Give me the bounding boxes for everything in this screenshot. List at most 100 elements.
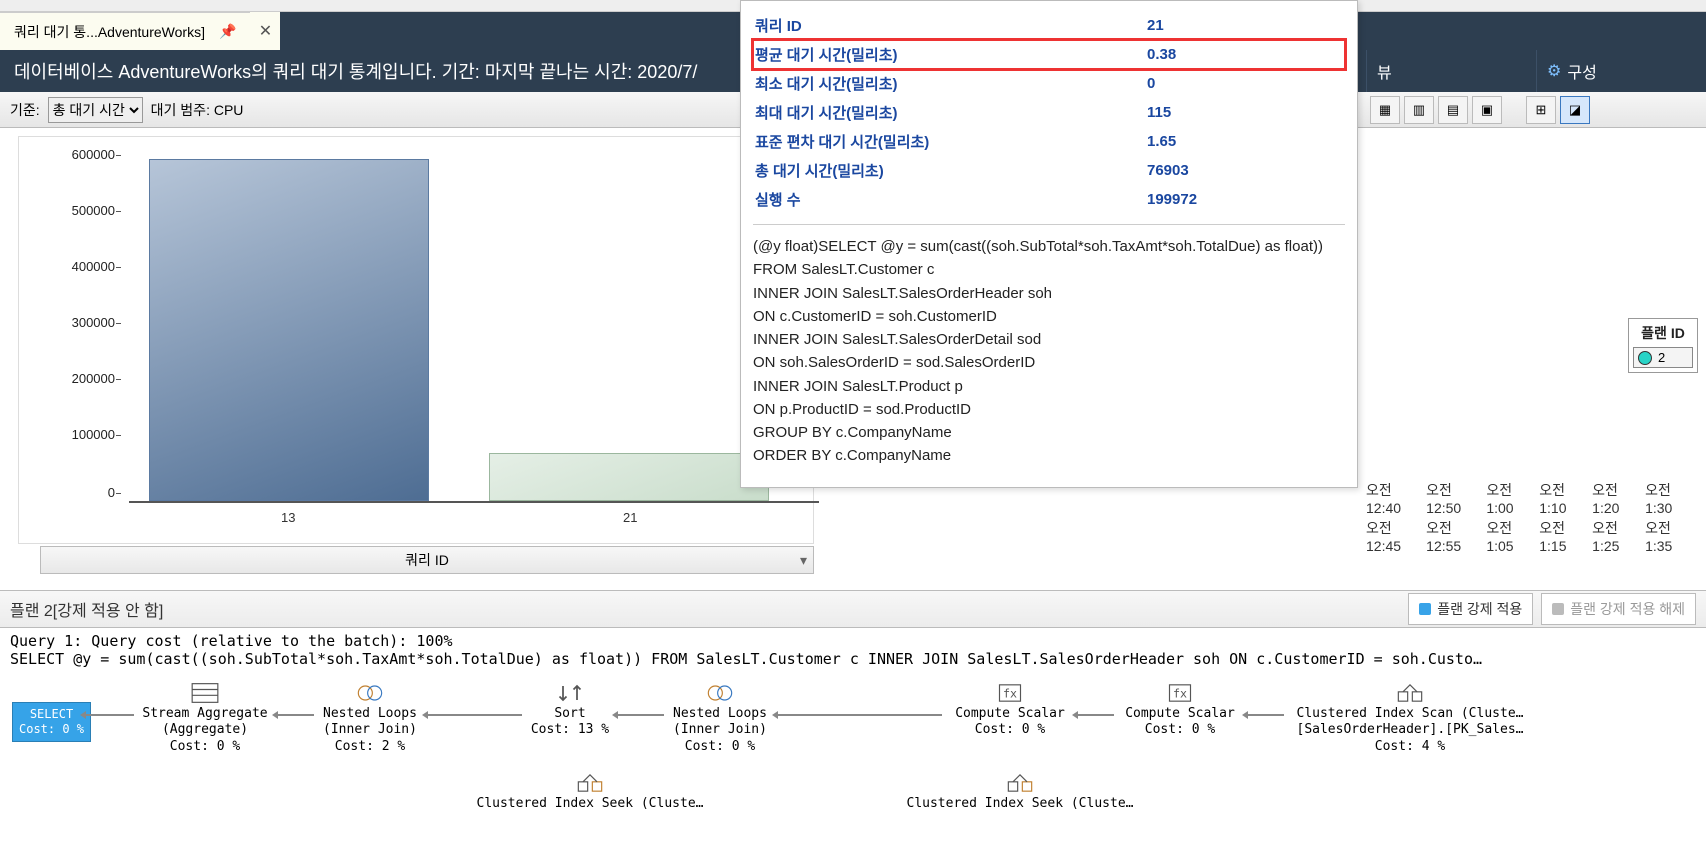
plan-node-index-seek-2[interactable]: Clustered Index Seek (Cluste…: [900, 772, 1140, 812]
rt-icon-2[interactable]: ▥: [1404, 96, 1434, 124]
unforce-plan-button[interactable]: 플랜 강제 적용 해제: [1541, 593, 1696, 625]
bar-21[interactable]: [489, 453, 769, 501]
right-toolbar: ▦ ▥ ▤ ▣ ⊞ ◪: [1366, 92, 1706, 128]
x-axis: [129, 501, 819, 503]
criteria-label: 기준:: [10, 100, 40, 120]
tooltip-row: 평균 대기 시간(밀리초)0.38: [753, 40, 1345, 69]
plan-node-compute-scalar-1[interactable]: fx Compute Scalar Cost: 0 %: [940, 682, 1080, 739]
arrow: [86, 714, 134, 716]
seek-icon: [576, 772, 604, 794]
chart: 600000 500000 400000 300000 200000 10000…: [18, 136, 814, 544]
tooltip-sql: (@y float)SELECT @y = sum(cast((soh.SubT…: [753, 235, 1345, 468]
right-top-buttons: 뷰 ⚙구성: [1366, 50, 1706, 92]
range-label: 대기 범주: CPU: [151, 100, 244, 120]
rt-icon-4[interactable]: ▣: [1472, 96, 1502, 124]
time-label: 오전 1:00: [1486, 480, 1539, 516]
chart-pane: 총 대기 시간 600000 500000 400000 300000 2000…: [0, 128, 820, 590]
time-label: 오전 1:05: [1486, 518, 1539, 554]
y-tick: 500000: [59, 203, 115, 218]
criteria-select[interactable]: 총 대기 시간: [48, 97, 143, 123]
plan-node-nested-loops-1[interactable]: Nested Loops (Inner Join) Cost: 2 %: [310, 682, 430, 755]
rt-icon-3[interactable]: ▤: [1438, 96, 1468, 124]
close-icon: ✕: [259, 21, 272, 41]
tooltip-row: 최대 대기 시간(밀리초)115: [753, 98, 1345, 127]
bar-13[interactable]: [149, 159, 429, 501]
plan-node-nested-loops-2[interactable]: Nested Loops (Inner Join) Cost: 0 %: [660, 682, 780, 755]
plan-title: 플랜 2[강제 적용 안 함]: [10, 597, 163, 621]
aggregate-icon: [191, 682, 219, 704]
legend-swatch: [1638, 351, 1652, 365]
time-label: 오전 1:35: [1645, 518, 1698, 554]
time-label: 오전 1:30: [1645, 480, 1698, 516]
rt-icon-5[interactable]: ⊞: [1526, 96, 1556, 124]
arrow: [778, 714, 942, 716]
arrow: [278, 714, 314, 716]
right-chart-pane: 플랜 ID 2 오전 12:40오전 12:50오전 1:00오전 1:10오전…: [1358, 128, 1706, 588]
unforce-icon: [1552, 603, 1564, 615]
plan-node-compute-scalar-2[interactable]: fx Compute Scalar Cost: 0 %: [1110, 682, 1250, 739]
time-label: 오전 12:45: [1366, 518, 1426, 554]
tooltip-row: 쿼리 ID21: [753, 11, 1345, 40]
arrow: [618, 714, 664, 716]
scan-icon: [1396, 682, 1424, 704]
svg-text:fx: fx: [1173, 687, 1187, 701]
tab-close[interactable]: ✕: [250, 12, 280, 50]
force-plan-button[interactable]: 플랜 강제 적용: [1408, 593, 1533, 625]
arrow: [1078, 714, 1114, 716]
rt-icon-6[interactable]: ◪: [1560, 96, 1590, 124]
tooltip-row: 총 대기 시간(밀리초)76903: [753, 156, 1345, 185]
arrow: [428, 714, 522, 716]
time-axis: 오전 12:40오전 12:50오전 1:00오전 1:10오전 1:20오전 …: [1358, 480, 1706, 556]
plan-node-index-scan[interactable]: Clustered Index Scan (Cluste… [SalesOrde…: [1280, 682, 1540, 755]
y-tick: 600000: [59, 147, 115, 162]
pin-icon[interactable]: 📌: [219, 23, 236, 40]
plot: 13 21: [129, 151, 819, 503]
tooltip-table: 쿼리 ID21평균 대기 시간(밀리초)0.38최소 대기 시간(밀리초)0최대…: [753, 11, 1345, 214]
join-icon: [356, 682, 384, 704]
sort-icon: [556, 682, 584, 704]
force-icon: [1419, 603, 1431, 615]
plan-node-index-seek-1[interactable]: Clustered Index Seek (Cluste…: [470, 772, 710, 812]
gear-icon: ⚙: [1547, 61, 1561, 81]
tooltip-row: 실행 수199972: [753, 185, 1345, 214]
time-label: 오전 12:40: [1366, 480, 1426, 516]
time-label: 오전 12:55: [1426, 518, 1486, 554]
plan-header: 플랜 2[강제 적용 안 함] 플랜 강제 적용 플랜 강제 적용 해제: [0, 590, 1706, 628]
x-tick: 21: [623, 510, 637, 525]
time-label: 오전 1:15: [1539, 518, 1592, 554]
time-row: 오전 12:45오전 12:55오전 1:05오전 1:15오전 1:25오전 …: [1358, 518, 1706, 554]
tab-active[interactable]: 쿼리 대기 통...AdventureWorks] 📌: [0, 12, 250, 50]
tooltip-panel: 쿼리 ID21평균 대기 시간(밀리초)0.38최소 대기 시간(밀리초)0최대…: [740, 0, 1358, 488]
legend-title: 플랜 ID: [1633, 323, 1693, 343]
tab-title: 쿼리 대기 통...AdventureWorks]: [14, 22, 205, 42]
plan-node-sort[interactable]: Sort Cost: 13 %: [520, 682, 620, 739]
plan-node-select[interactable]: SELECT Cost: 0 %: [12, 702, 91, 742]
time-label: 오전 1:20: [1592, 480, 1645, 516]
x-axis-selector[interactable]: 쿼리 ID ▾: [40, 546, 814, 574]
view-button[interactable]: 뷰: [1366, 50, 1536, 92]
chevron-down-icon: ▾: [800, 552, 807, 569]
compute-icon: fx: [996, 682, 1024, 704]
time-label: 오전 1:25: [1592, 518, 1645, 554]
config-button[interactable]: ⚙구성: [1536, 50, 1706, 92]
y-tick: 100000: [59, 427, 115, 442]
execution-plan[interactable]: SELECT Cost: 0 % Stream Aggregate (Aggre…: [0, 672, 1706, 832]
rt-icon-1[interactable]: ▦: [1370, 96, 1400, 124]
tooltip-row: 표준 편차 대기 시간(밀리초)1.65: [753, 127, 1345, 156]
y-tick: 0: [59, 485, 115, 500]
compute-icon: fx: [1166, 682, 1194, 704]
x-tick: 13: [281, 510, 295, 525]
time-row: 오전 12:40오전 12:50오전 1:00오전 1:10오전 1:20오전 …: [1358, 480, 1706, 516]
y-tick: 200000: [59, 371, 115, 386]
time-label: 오전 1:10: [1539, 480, 1592, 516]
legend: 플랜 ID 2: [1628, 318, 1698, 373]
svg-text:fx: fx: [1003, 687, 1017, 701]
tooltip-row: 최소 대기 시간(밀리초)0: [753, 69, 1345, 98]
legend-item[interactable]: 2: [1633, 347, 1693, 368]
time-label: 오전 12:50: [1426, 480, 1486, 516]
arrow: [1248, 714, 1284, 716]
plan-node-stream-aggregate[interactable]: Stream Aggregate (Aggregate) Cost: 0 %: [130, 682, 280, 755]
subtitle-text: 데이터베이스 AdventureWorks의 쿼리 대기 통계입니다. 기간: …: [14, 58, 697, 84]
y-tick: 300000: [59, 315, 115, 330]
join-icon: [706, 682, 734, 704]
